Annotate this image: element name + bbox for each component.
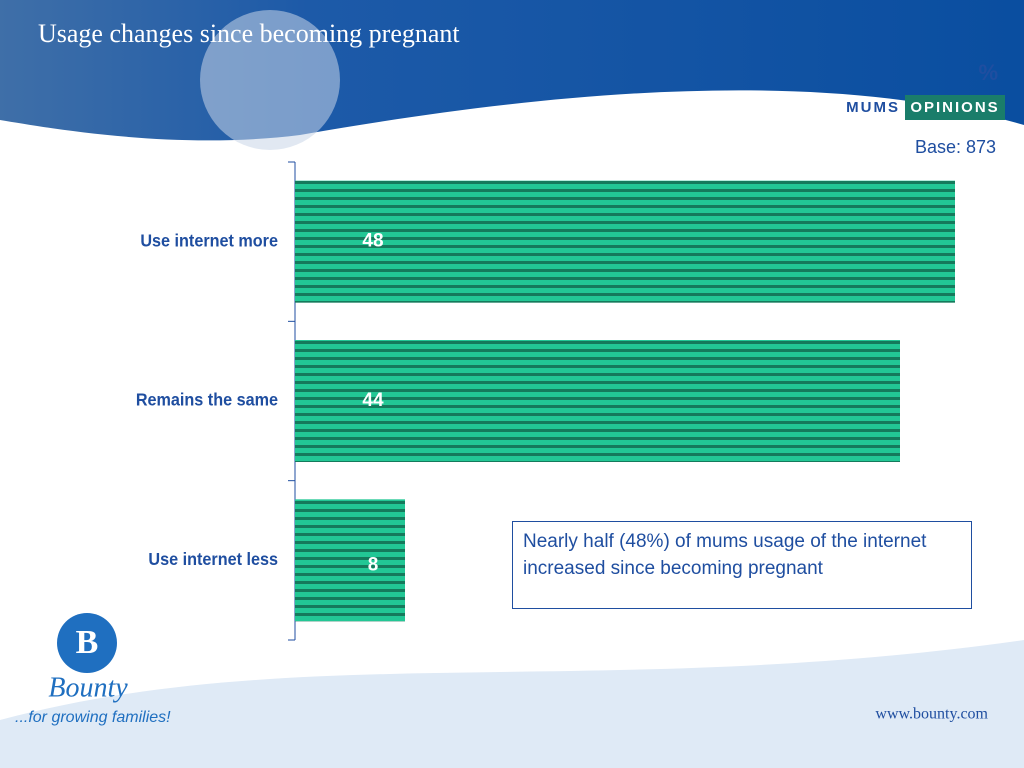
baby-photo [200, 10, 340, 150]
category-label: Use internet more [140, 231, 278, 251]
brand-mums: MUMS [846, 99, 900, 116]
annotation: Nearly half (48%) of mums usage of the i… [512, 521, 972, 609]
base-label: Base: 873 [915, 137, 996, 157]
bar [295, 499, 405, 622]
brand-bounty: Bounty [48, 672, 128, 703]
value-label: 44 [362, 390, 384, 411]
value-label: 48 [362, 231, 383, 252]
bar [295, 180, 955, 303]
brand-box [905, 95, 1005, 120]
unit-label: % [978, 60, 998, 85]
logo-letter: B [76, 624, 99, 661]
bar [295, 340, 900, 462]
url: www.bounty.com [875, 706, 988, 723]
title: Usage changes since becoming pregnant [38, 19, 460, 48]
brand-opinions: OPINIONS [910, 99, 999, 116]
logo-circle [57, 613, 117, 673]
footer-wave [0, 640, 1024, 768]
category-label: Remains the same [136, 390, 278, 410]
value-label: 8 [368, 554, 379, 575]
category-label: Use internet less [148, 549, 278, 569]
tagline: ...for growing families! [15, 709, 171, 726]
